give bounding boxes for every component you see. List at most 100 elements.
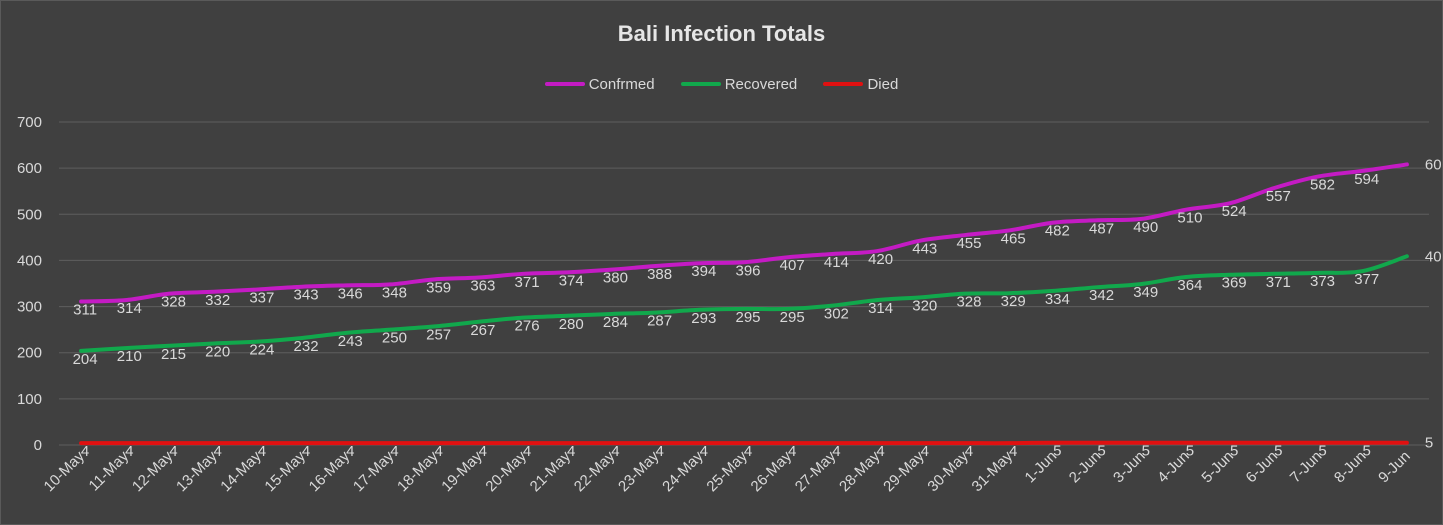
legend-swatch-recovered — [680, 82, 721, 86]
data-label-recovered: 373 — [1310, 273, 1335, 290]
data-label-recovered: 220 — [205, 343, 230, 360]
legend-label-confirmed: Confrmed — [588, 75, 655, 93]
legend-swatch-died — [823, 82, 864, 86]
data-label-recovered: 267 — [470, 322, 495, 339]
y-tick-label: 400 — [17, 252, 42, 269]
chart-title: Bali Infection Totals — [617, 21, 826, 46]
data-label-recovered: 276 — [515, 318, 540, 335]
data-label-recovered: 204 — [73, 351, 98, 368]
data-label-died: 4 — [125, 443, 133, 460]
data-label-recovered: 280 — [559, 316, 584, 333]
data-label-recovered: 369 — [1222, 275, 1247, 292]
series-line-recovered — [79, 254, 1409, 353]
data-label-recovered: 243 — [338, 333, 363, 350]
data-label-died: 4 — [479, 443, 487, 460]
data-label-confirmed: 346 — [338, 285, 363, 302]
data-label-confirmed: 414 — [824, 254, 849, 271]
data-label-recovered: 320 — [912, 297, 937, 314]
data-label-died: 4 — [700, 443, 708, 460]
data-label-confirmed: 482 — [1045, 223, 1070, 240]
data-label-recovered: 210 — [117, 348, 142, 365]
data-label-died: 4 — [1009, 443, 1017, 460]
data-label-recovered: 364 — [1177, 277, 1202, 294]
data-label-recovered: 377 — [1354, 271, 1379, 288]
data-label-confirmed: 608 — [1425, 156, 1442, 173]
data-label-died: 4 — [921, 443, 929, 460]
data-label-recovered: 295 — [735, 309, 760, 326]
data-label-died: 4 — [302, 443, 310, 460]
data-label-confirmed: 314 — [117, 300, 142, 317]
data-label-recovered: 314 — [868, 300, 893, 317]
data-label-recovered: 334 — [1045, 291, 1070, 308]
data-label-died: 5 — [1097, 443, 1105, 460]
data-label-died: 4 — [390, 443, 398, 460]
y-tick-label: 0 — [34, 437, 42, 454]
data-label-confirmed: 337 — [249, 289, 274, 306]
legend-swatch-confirmed — [544, 82, 585, 86]
data-label-confirmed: 443 — [912, 241, 937, 258]
data-label-died: 4 — [258, 443, 266, 460]
data-label-died: 5 — [1363, 443, 1371, 460]
data-label-confirmed: 490 — [1133, 219, 1158, 236]
data-label-died: 4 — [965, 443, 973, 460]
legend-item-recovered: Recovered — [680, 76, 797, 93]
data-label-confirmed: 510 — [1177, 210, 1202, 227]
data-label-confirmed: 465 — [1001, 230, 1026, 247]
chart-legend: Confrmed Recovered Died — [1, 73, 1442, 93]
data-label-died: 5 — [1425, 435, 1433, 452]
data-label-died: 4 — [346, 443, 354, 460]
data-label-confirmed: 420 — [868, 251, 893, 268]
data-label-died: 4 — [744, 443, 752, 460]
data-label-died: 5 — [1274, 443, 1282, 460]
data-label-recovered: 302 — [824, 306, 849, 323]
legend-item-confirmed: Confrmed — [544, 75, 655, 93]
data-label-died: 5 — [1142, 443, 1150, 460]
data-label-confirmed: 363 — [470, 278, 495, 295]
data-label-confirmed: 557 — [1266, 188, 1291, 205]
data-label-died: 4 — [876, 443, 884, 460]
data-label-recovered: 329 — [1001, 293, 1026, 310]
data-label-confirmed: 396 — [735, 262, 760, 279]
data-label-died: 4 — [214, 443, 222, 460]
data-label-died: 4 — [81, 443, 89, 460]
y-tick-label: 500 — [17, 206, 42, 223]
data-label-confirmed: 388 — [647, 266, 672, 283]
data-label-died: 4 — [434, 443, 442, 460]
data-label-recovered: 349 — [1133, 284, 1158, 301]
legend-label-died: Died — [867, 75, 899, 93]
data-label-confirmed: 328 — [161, 294, 186, 311]
data-label-recovered: 409 — [1425, 248, 1442, 265]
y-tick-label: 700 — [17, 114, 42, 131]
data-label-confirmed: 371 — [515, 274, 540, 291]
data-label-died: 5 — [1318, 443, 1326, 460]
data-label-died: 4 — [611, 443, 619, 460]
data-label-recovered: 284 — [603, 314, 628, 331]
data-label-confirmed: 332 — [205, 292, 230, 309]
data-label-confirmed: 394 — [691, 263, 716, 280]
data-label-recovered: 342 — [1089, 287, 1114, 304]
data-label-recovered: 232 — [294, 338, 319, 355]
series-line-died — [79, 440, 1409, 446]
data-label-died: 4 — [523, 443, 531, 460]
data-label-recovered: 250 — [382, 330, 407, 347]
data-label-confirmed: 407 — [780, 257, 805, 274]
series-line-confirmed — [79, 162, 1409, 304]
data-label-confirmed: 594 — [1354, 171, 1379, 188]
data-label-died: 5 — [1053, 443, 1061, 460]
data-label-confirmed: 311 — [73, 301, 97, 318]
y-tick-label: 600 — [17, 160, 42, 177]
data-label-confirmed: 524 — [1222, 203, 1247, 220]
data-label-died: 4 — [169, 443, 177, 460]
data-label-died: 4 — [788, 443, 796, 460]
data-label-confirmed: 455 — [956, 235, 981, 252]
y-tick-label: 300 — [17, 299, 42, 316]
data-label-recovered: 215 — [161, 346, 186, 363]
data-label-died: 4 — [567, 443, 575, 460]
data-label-died: 4 — [832, 443, 840, 460]
y-tick-label: 100 — [17, 391, 42, 408]
data-label-confirmed: 380 — [603, 270, 628, 287]
data-label-recovered: 328 — [956, 294, 981, 311]
x-tick-label: 9-Jun — [1375, 448, 1414, 487]
data-label-recovered: 287 — [647, 313, 672, 330]
